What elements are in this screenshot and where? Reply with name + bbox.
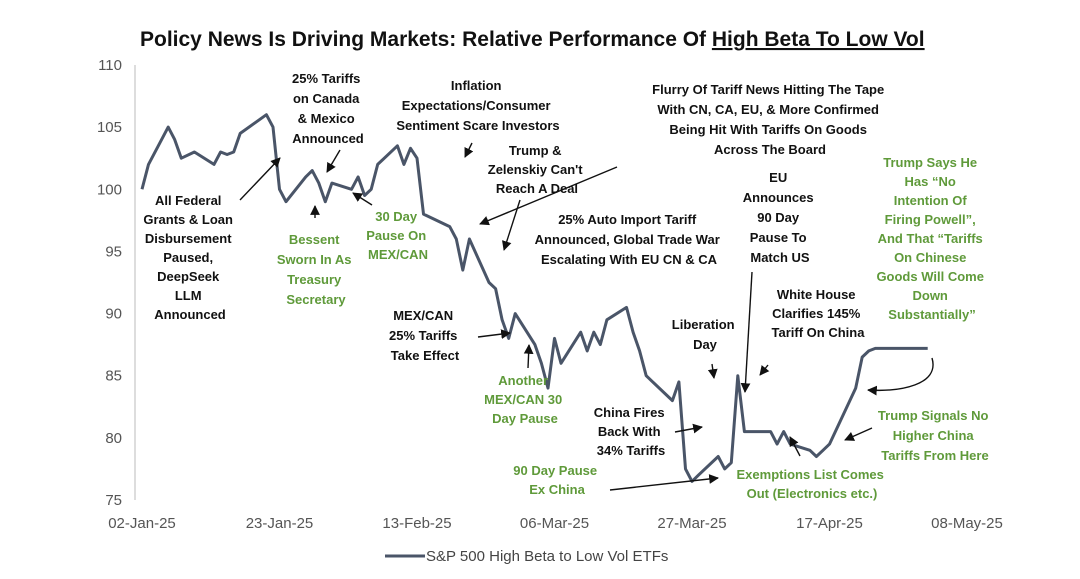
arrow-liberation-day xyxy=(707,363,718,379)
x-tick-label: 23-Jan-25 xyxy=(246,515,314,532)
annotation-zelenskiy: Trump & Zelenskiy Can't Reach A Deal xyxy=(488,143,586,196)
legend: S&P 500 High Beta to Low Vol ETFs xyxy=(385,548,668,565)
arrow-inflation xyxy=(464,142,474,158)
arrow-canada-mexico xyxy=(326,149,341,173)
y-tick-label: 85 xyxy=(105,368,122,385)
y-tick-labels: 75 80 85 90 95 100 105 110 xyxy=(97,57,122,509)
arrow-30-day-pause xyxy=(352,192,373,206)
y-tick-label: 105 xyxy=(97,119,122,136)
chart-title-prefix: Policy News Is Driving Markets: Relative… xyxy=(140,28,712,51)
arrow-white-house xyxy=(759,364,770,376)
chart-title-underlined: High Beta To Low Vol xyxy=(712,28,925,51)
arrow-another-pause xyxy=(523,344,534,369)
annotation-arrows xyxy=(239,142,934,491)
y-tick-label: 100 xyxy=(97,181,122,198)
annotation-bessent: Bessent Sworn In As Treasury Secretary xyxy=(277,232,355,307)
annotation-30-day-pause: 30 Day Pause On MEX/CAN xyxy=(366,209,430,262)
x-tick-label: 08-May-25 xyxy=(931,515,1003,532)
annotation-inflation: Inflation Expectations/Consumer Sentimen… xyxy=(396,78,559,133)
annotation-powell: Trump Says He Has “No Intention Of Firin… xyxy=(876,155,987,322)
y-tick-label: 75 xyxy=(105,492,122,509)
arrow-no-higher-tariffs xyxy=(844,427,873,441)
x-tick-label: 06-Mar-25 xyxy=(520,515,589,532)
annotation-federal-grants: All Federal Grants & Loan Disbursement P… xyxy=(143,193,236,322)
arrow-federal-grants xyxy=(239,157,281,201)
x-tick-label: 13-Feb-25 xyxy=(382,515,451,532)
annotation-no-higher-china-tariffs: Trump Signals No Higher China Tariffs Fr… xyxy=(878,408,992,463)
y-tick-label: 110 xyxy=(98,57,122,74)
y-tick-label: 95 xyxy=(105,243,122,260)
arrow-eu-pause xyxy=(740,271,753,393)
x-tick-label: 17-Apr-25 xyxy=(796,515,863,532)
x-tick-labels: 02-Jan-25 23-Jan-25 13-Feb-25 06-Mar-25 27-M… xyxy=(108,515,1003,532)
annotation-mex-can-tariffs-effect: MEX/CAN 25% Tariffs Take Effect xyxy=(389,308,461,363)
y-tick-label: 90 xyxy=(105,306,122,323)
annotation-canada-mexico-tariffs: 25% Tariffs on Canada & Mexico Announced xyxy=(292,71,364,146)
legend-label: S&P 500 High Beta to Low Vol ETFs xyxy=(426,548,668,565)
chart-title: Policy News Is Driving Markets: Relative… xyxy=(140,28,925,51)
annotation-white-house-145: White House Clarifies 145% Tariff On Chi… xyxy=(772,287,866,340)
annotation-china-fires-back: China Fires Back With 34% Tariffs xyxy=(594,405,668,458)
annotation-liberation-day: Liberation Day xyxy=(672,317,738,352)
arrow-china-fires-back xyxy=(674,423,703,434)
arrow-exemptions xyxy=(789,436,801,457)
annotations-layer: All Federal Grants & Loan Disbursement P… xyxy=(143,71,992,501)
arrow-mex-can-effect xyxy=(477,329,511,339)
annotation-90-day-ex-china: 90 Day Pause Ex China xyxy=(513,463,600,497)
annotation-flurry-tariff-news: Flurry Of Tariff News Hitting The Tape W… xyxy=(652,82,888,157)
annotation-auto-tariff: 25% Auto Import Tariff Announced, Global… xyxy=(535,212,724,267)
arrow-zelenskiy xyxy=(502,199,521,251)
annotation-exemptions-list: Exemptions List Comes Out (Electronics e… xyxy=(737,467,888,501)
arrow-flurry xyxy=(479,166,618,226)
annotation-another-pause: Another MEX/CAN 30 Day Pause xyxy=(484,373,566,426)
arrow-90-day-ex-china xyxy=(609,474,719,491)
x-tick-label: 02-Jan-25 xyxy=(108,515,176,532)
annotation-eu-pause: EU Announces 90 Day Pause To Match US xyxy=(743,170,817,265)
y-tick-label: 80 xyxy=(105,430,122,447)
x-tick-label: 27-Mar-25 xyxy=(657,515,726,532)
arrow-powell xyxy=(867,357,934,396)
